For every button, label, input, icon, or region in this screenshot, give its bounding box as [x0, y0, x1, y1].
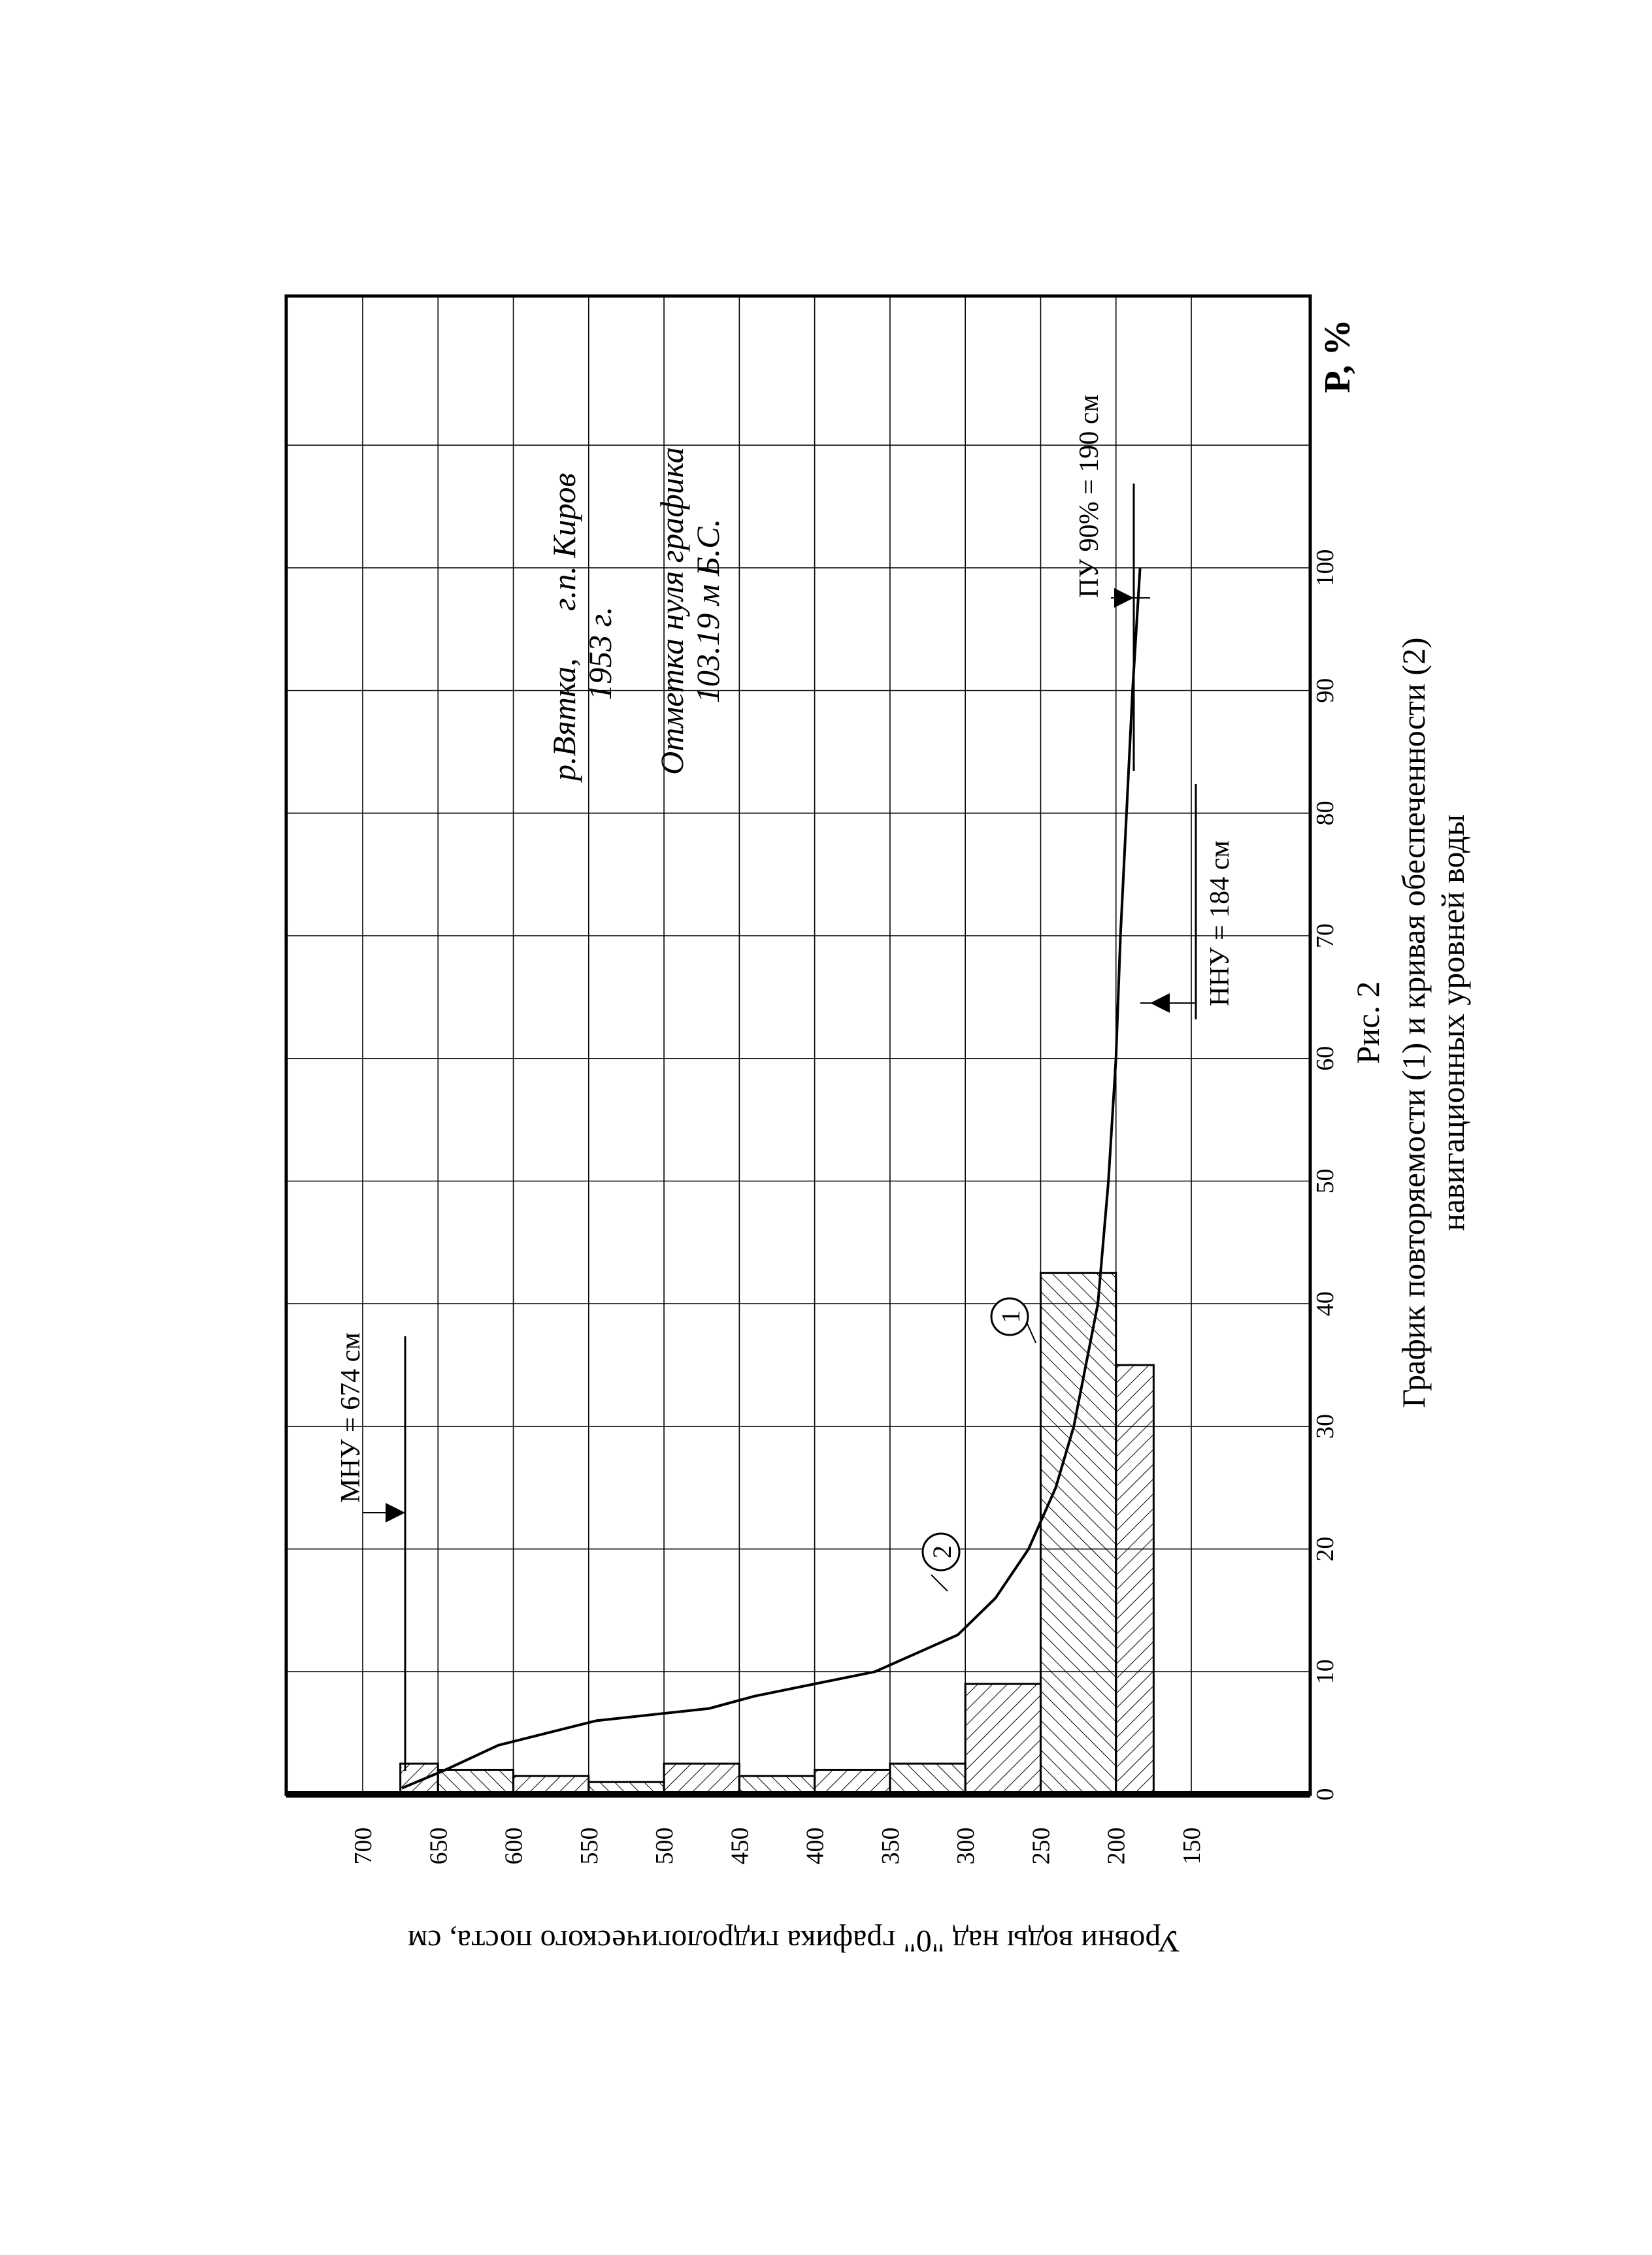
level-tick-label: 600 — [501, 1828, 528, 1865]
histogram-bar — [437, 1768, 515, 1796]
level-tick-label: 150 — [1178, 1828, 1206, 1865]
level-tick-labels: 700 650 600 550 500 450 400 350 300 250 200 150 — [350, 1828, 1206, 1865]
p-tick-label: 20 — [1312, 1537, 1339, 1562]
pu-arrow-icon — [1114, 588, 1134, 608]
p-tick-label: 60 — [1312, 1046, 1339, 1071]
level-tick-label: 700 — [350, 1828, 377, 1865]
p-tick-label: 80 — [1312, 800, 1339, 825]
svg-text:2: 2 — [927, 1545, 957, 1558]
p-tick-label: 100 — [1312, 550, 1339, 587]
p-tick-label: 30 — [1312, 1414, 1339, 1439]
p-tick-label: 10 — [1312, 1659, 1339, 1684]
level-tick-label: 550 — [576, 1828, 603, 1865]
p-tick-label: 0 — [1312, 1788, 1339, 1801]
p-tick-label: 90 — [1312, 678, 1339, 703]
level-tick-label: 650 — [425, 1828, 452, 1865]
mnu-arrow-icon — [386, 1503, 405, 1523]
plot-frame — [284, 294, 1312, 1796]
exceedance-curve — [401, 567, 1142, 1790]
histogram-bar — [663, 1762, 740, 1796]
p-tick-label: 50 — [1312, 1169, 1339, 1194]
figure-number: Рис. 2 — [1349, 981, 1386, 1064]
level-tick-label: 250 — [1027, 1828, 1055, 1865]
level-tick-label: 500 — [651, 1828, 678, 1865]
p-tick-labels: 0 10 20 30 40 50 60 70 80 90 100 — [1312, 550, 1339, 1801]
histogram-bar — [1115, 1364, 1155, 1796]
nnu-label: ННУ = 184 см — [1205, 840, 1235, 1006]
p-tick-label: 40 — [1312, 1291, 1339, 1316]
histogram-bar — [814, 1768, 891, 1796]
station-river-label: р.Вятка, — [546, 658, 582, 783]
pu-label: ПУ 90% = 190 см — [1074, 395, 1104, 598]
grid-lines — [286, 296, 1310, 1794]
station-gauge-label: г.п. Киров — [546, 473, 582, 611]
histogram-bar — [1039, 1272, 1117, 1796]
mnu-label: МНУ = 674 см — [336, 1332, 366, 1503]
datum-label: Отметка нуля графика — [653, 447, 690, 775]
level-tick-label: 450 — [726, 1828, 753, 1865]
histogram-bar — [889, 1762, 966, 1796]
histogram-bar — [399, 1762, 439, 1796]
datum-value: 103.19 м Б.С. — [689, 519, 726, 703]
marker-histogram: 1 — [990, 1297, 1036, 1343]
svg-text:1: 1 — [996, 1310, 1025, 1323]
level-tick-label: 300 — [952, 1828, 980, 1865]
level-tick-label: 400 — [802, 1828, 829, 1865]
caption-line-1: График повторяемости (1) и кривая обеспе… — [1395, 637, 1432, 1407]
histogram-bars — [399, 1272, 1155, 1796]
caption-line-2: навигационных уровней воды — [1434, 814, 1471, 1231]
x-axis-title: P, % — [1317, 319, 1358, 393]
station-year-label: 1953 г. — [582, 606, 618, 700]
y-axis-title: Уровни воды над "0" графика гидрологичес… — [408, 1924, 1180, 1958]
nnu-arrow-icon — [1150, 993, 1170, 1013]
marker-curve: 2 — [921, 1532, 961, 1592]
level-tick-label: 350 — [877, 1828, 904, 1865]
curve-group — [401, 567, 1142, 1790]
histogram-bar — [964, 1683, 1042, 1796]
p-tick-label: 70 — [1312, 923, 1339, 948]
level-tick-label: 200 — [1103, 1828, 1131, 1865]
